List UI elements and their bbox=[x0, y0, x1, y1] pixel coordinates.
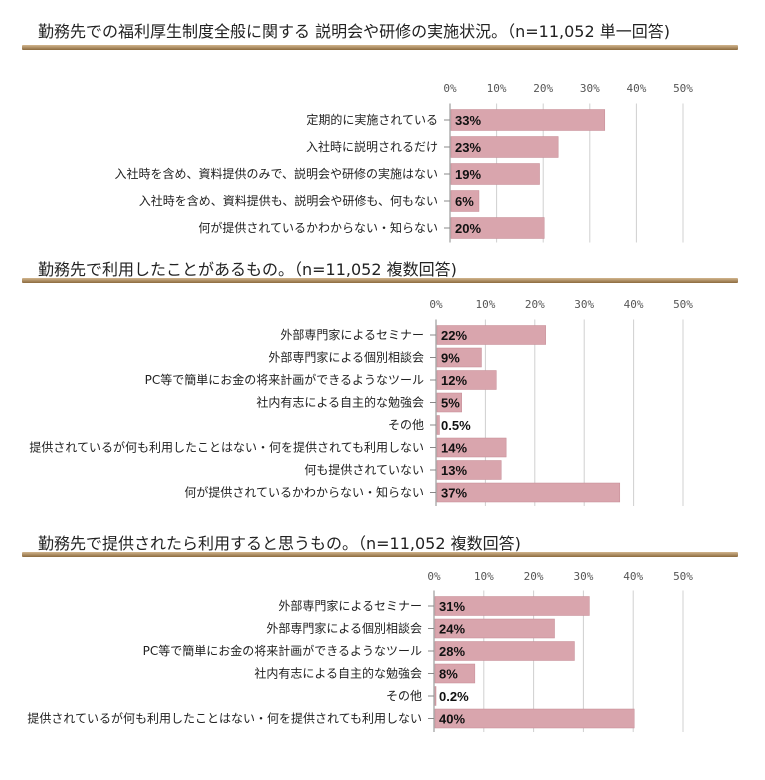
x-tick-label: 50% bbox=[673, 82, 693, 95]
chart-title: 勤務先で利用したことがあるもの。（n=11,052 複数回答) bbox=[38, 260, 457, 279]
bar bbox=[434, 641, 575, 661]
data-label: 14% bbox=[441, 441, 467, 456]
x-tick-label: 10% bbox=[475, 298, 495, 311]
data-label: 40% bbox=[439, 712, 465, 727]
x-tick-label: 0% bbox=[427, 570, 441, 583]
data-label: 28% bbox=[439, 644, 465, 659]
x-tick-label: 20% bbox=[524, 570, 544, 583]
x-tick-label: 40% bbox=[623, 570, 643, 583]
data-label: 33% bbox=[455, 113, 481, 128]
category-label: 入社時を含め、資料提供も、説明会や研修も、何もない bbox=[139, 193, 438, 208]
category-label: 何が提供されているかわからない・知らない bbox=[198, 220, 438, 235]
bar bbox=[436, 482, 621, 503]
data-label: 0.2% bbox=[439, 689, 469, 704]
bar-chart-would-use-programs: 0% 10% 20% 30% 40% 50% 外部専門家によるセミナー 31% 外部専門家による… bbox=[27, 570, 693, 732]
data-label: 8% bbox=[439, 667, 458, 682]
bar bbox=[450, 109, 606, 131]
x-tick-label: 0% bbox=[443, 82, 457, 95]
category-label: 提供されているが何も利用したことはない・何を提供されても利用しない bbox=[29, 440, 424, 455]
x-tick-label: 40% bbox=[626, 82, 646, 95]
bar bbox=[436, 325, 546, 345]
x-tick-label: 30% bbox=[573, 570, 593, 583]
bar bbox=[436, 415, 440, 435]
category-label: 定期的に実施されている bbox=[306, 112, 438, 127]
data-label: 22% bbox=[441, 328, 467, 343]
category-label: PC等で簡単にお金の将来計画ができるようなツール bbox=[143, 643, 422, 658]
bar bbox=[450, 163, 540, 185]
data-label: 23% bbox=[455, 140, 481, 155]
bar bbox=[434, 708, 635, 729]
category-label: 何も提供されていない bbox=[304, 462, 424, 477]
bar-chart-used-programs: 0% 10% 20% 30% 40% 50% 外部専門家によるセミナー 22% 外部専門家による… bbox=[29, 298, 693, 506]
bar bbox=[434, 686, 437, 706]
category-label: 入社時に説明されるだけ bbox=[306, 139, 438, 154]
data-label: 24% bbox=[439, 622, 465, 637]
data-label: 20% bbox=[455, 221, 481, 236]
chart-panel-1: 勤務先での福利厚生制度全般に関する 説明会や研修の実施状況。（n=11,052 … bbox=[0, 18, 765, 243]
category-label: 社内有志による自主的な勉強会 bbox=[254, 666, 422, 681]
data-label: 0.5% bbox=[441, 418, 471, 433]
data-label: 9% bbox=[441, 351, 460, 366]
bar bbox=[436, 437, 507, 458]
bar bbox=[436, 460, 502, 480]
x-tick-label: 20% bbox=[533, 82, 553, 95]
x-tick-label: 10% bbox=[474, 570, 494, 583]
category-label: 外部専門家によるセミナー bbox=[280, 327, 424, 342]
category-label: 外部専門家による個別相談会 bbox=[268, 350, 424, 365]
data-label: 12% bbox=[441, 373, 467, 388]
bar bbox=[450, 136, 559, 158]
bar bbox=[434, 596, 590, 616]
x-tick-label: 0% bbox=[429, 298, 443, 311]
bar bbox=[436, 347, 482, 368]
category-label: PC等で簡単にお金の将来計画ができるようなツール bbox=[145, 372, 424, 387]
category-label: 入社時を含め、資料提供のみで、説明会や研修の実施はない bbox=[114, 166, 438, 181]
x-tick-label: 40% bbox=[624, 298, 644, 311]
bar-chart-implementation-status: 0% 10% 20% 30% 40% 50% 定期的に実施されている 33% 入社時に説明される… bbox=[114, 82, 693, 243]
category-label: その他 bbox=[386, 689, 422, 703]
data-label: 5% bbox=[441, 396, 460, 411]
bar bbox=[436, 392, 462, 413]
title-underline bbox=[22, 278, 738, 283]
data-label: 13% bbox=[441, 463, 467, 478]
category-label: 提供されているが何も利用したことはない・何を提供されても利用しない bbox=[27, 711, 422, 726]
chart-panel-2: 勤務先で利用したことがあるもの。（n=11,052 複数回答) 0% 10% 20%… bbox=[0, 256, 765, 506]
x-tick-label: 50% bbox=[673, 298, 693, 311]
category-label: その他 bbox=[388, 418, 424, 432]
category-label: 外部専門家による個別相談会 bbox=[266, 621, 422, 636]
x-tick-label: 50% bbox=[673, 570, 693, 583]
title-underline bbox=[22, 552, 738, 557]
data-label: 6% bbox=[455, 194, 474, 209]
data-label: 31% bbox=[439, 599, 465, 614]
x-tick-label: 10% bbox=[487, 82, 507, 95]
data-label: 19% bbox=[455, 167, 481, 182]
bar bbox=[436, 370, 497, 390]
bar bbox=[450, 190, 480, 212]
category-label: 社内有志による自主的な勉強会 bbox=[256, 395, 424, 410]
x-tick-label: 20% bbox=[525, 298, 545, 311]
x-tick-label: 30% bbox=[580, 82, 600, 95]
data-label: 37% bbox=[441, 486, 467, 501]
chart-panel-3: 勤務先で提供されたら利用すると思うもの。（n=11,052 複数回答) 0% 10… bbox=[0, 530, 765, 740]
bar bbox=[434, 618, 555, 639]
category-label: 外部専門家によるセミナー bbox=[278, 598, 422, 613]
category-label: 何が提供されているかわからない・知らない bbox=[184, 485, 424, 500]
bar bbox=[434, 663, 476, 684]
chart-title: 勤務先での福利厚生制度全般に関する 説明会や研修の実施状況。（n=11,052 … bbox=[38, 22, 670, 41]
x-tick-label: 30% bbox=[574, 298, 594, 311]
title-underline bbox=[22, 45, 738, 50]
chart-title: 勤務先で提供されたら利用すると思うもの。（n=11,052 複数回答) bbox=[38, 534, 521, 553]
bar bbox=[450, 217, 545, 239]
